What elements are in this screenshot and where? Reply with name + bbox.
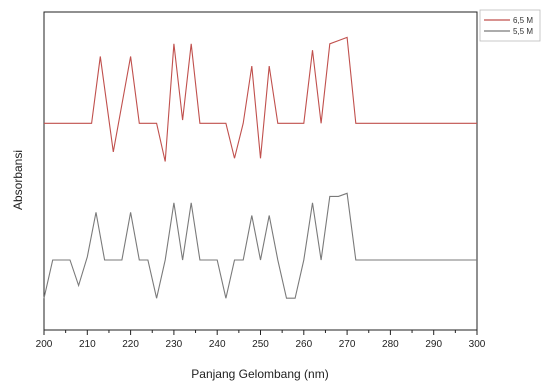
x-tick-label: 300 — [469, 339, 486, 350]
x-tick-label: 250 — [252, 339, 269, 350]
legend-label-2: 5,5 M — [513, 27, 533, 36]
legend-label-1: 6,5 M — [513, 16, 533, 25]
x-tick-label: 290 — [425, 339, 442, 350]
x-tick-label: 280 — [382, 339, 399, 350]
y-axis-title: Absorbansi — [11, 150, 25, 210]
series-line-1 — [44, 36, 477, 162]
series-layer — [43, 36, 477, 299]
plot-area — [43, 11, 478, 331]
x-tick-label: 260 — [295, 339, 312, 350]
series-line-2 — [43, 192, 477, 299]
x-tick-label: 200 — [36, 339, 53, 350]
plot-frame — [43, 11, 478, 331]
x-tick-label: 240 — [209, 339, 226, 350]
x-tick-label: 270 — [339, 339, 356, 350]
legend: 6,5 M 5,5 M — [479, 9, 541, 42]
legend-box — [479, 9, 541, 42]
x-tick-label: 210 — [79, 339, 96, 350]
x-axis-ticks: 200 210 220 230 240 250 260 270 280 290 300 — [36, 330, 486, 350]
x-tick-label: 230 — [166, 339, 183, 350]
x-axis-title: Panjang Gelombang (nm) — [191, 367, 328, 381]
x-tick-label: 220 — [122, 339, 139, 350]
